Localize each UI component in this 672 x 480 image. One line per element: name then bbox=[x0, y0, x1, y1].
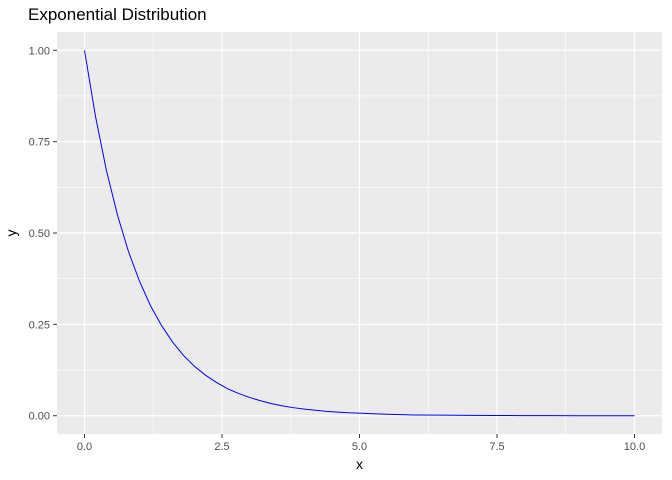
y-tick-label: 0.75 bbox=[29, 137, 50, 149]
x-axis: 0.0 2.5 5.0 7.5 10.0 bbox=[77, 434, 645, 453]
x-tick-label: 7.5 bbox=[489, 441, 504, 453]
y-axis: 0.00 0.25 0.50 0.75 1.00 bbox=[29, 45, 57, 423]
x-tick-label: 2.5 bbox=[214, 441, 229, 453]
x-tick-label: 5.0 bbox=[352, 441, 367, 453]
x-tick-label: 0.0 bbox=[77, 441, 92, 453]
y-tick-label: 0.25 bbox=[29, 319, 50, 331]
y-tick-label: 1.00 bbox=[29, 45, 50, 57]
y-tick-label: 0.50 bbox=[29, 228, 50, 240]
x-tick-label: 10.0 bbox=[624, 441, 645, 453]
major-grid bbox=[57, 32, 662, 434]
y-tick-label: 0.00 bbox=[29, 411, 50, 423]
series-line bbox=[84, 50, 635, 417]
x-axis-title: x bbox=[356, 456, 363, 472]
chart-title: Exponential Distribution bbox=[28, 5, 207, 24]
y-axis-title: y bbox=[3, 230, 19, 237]
